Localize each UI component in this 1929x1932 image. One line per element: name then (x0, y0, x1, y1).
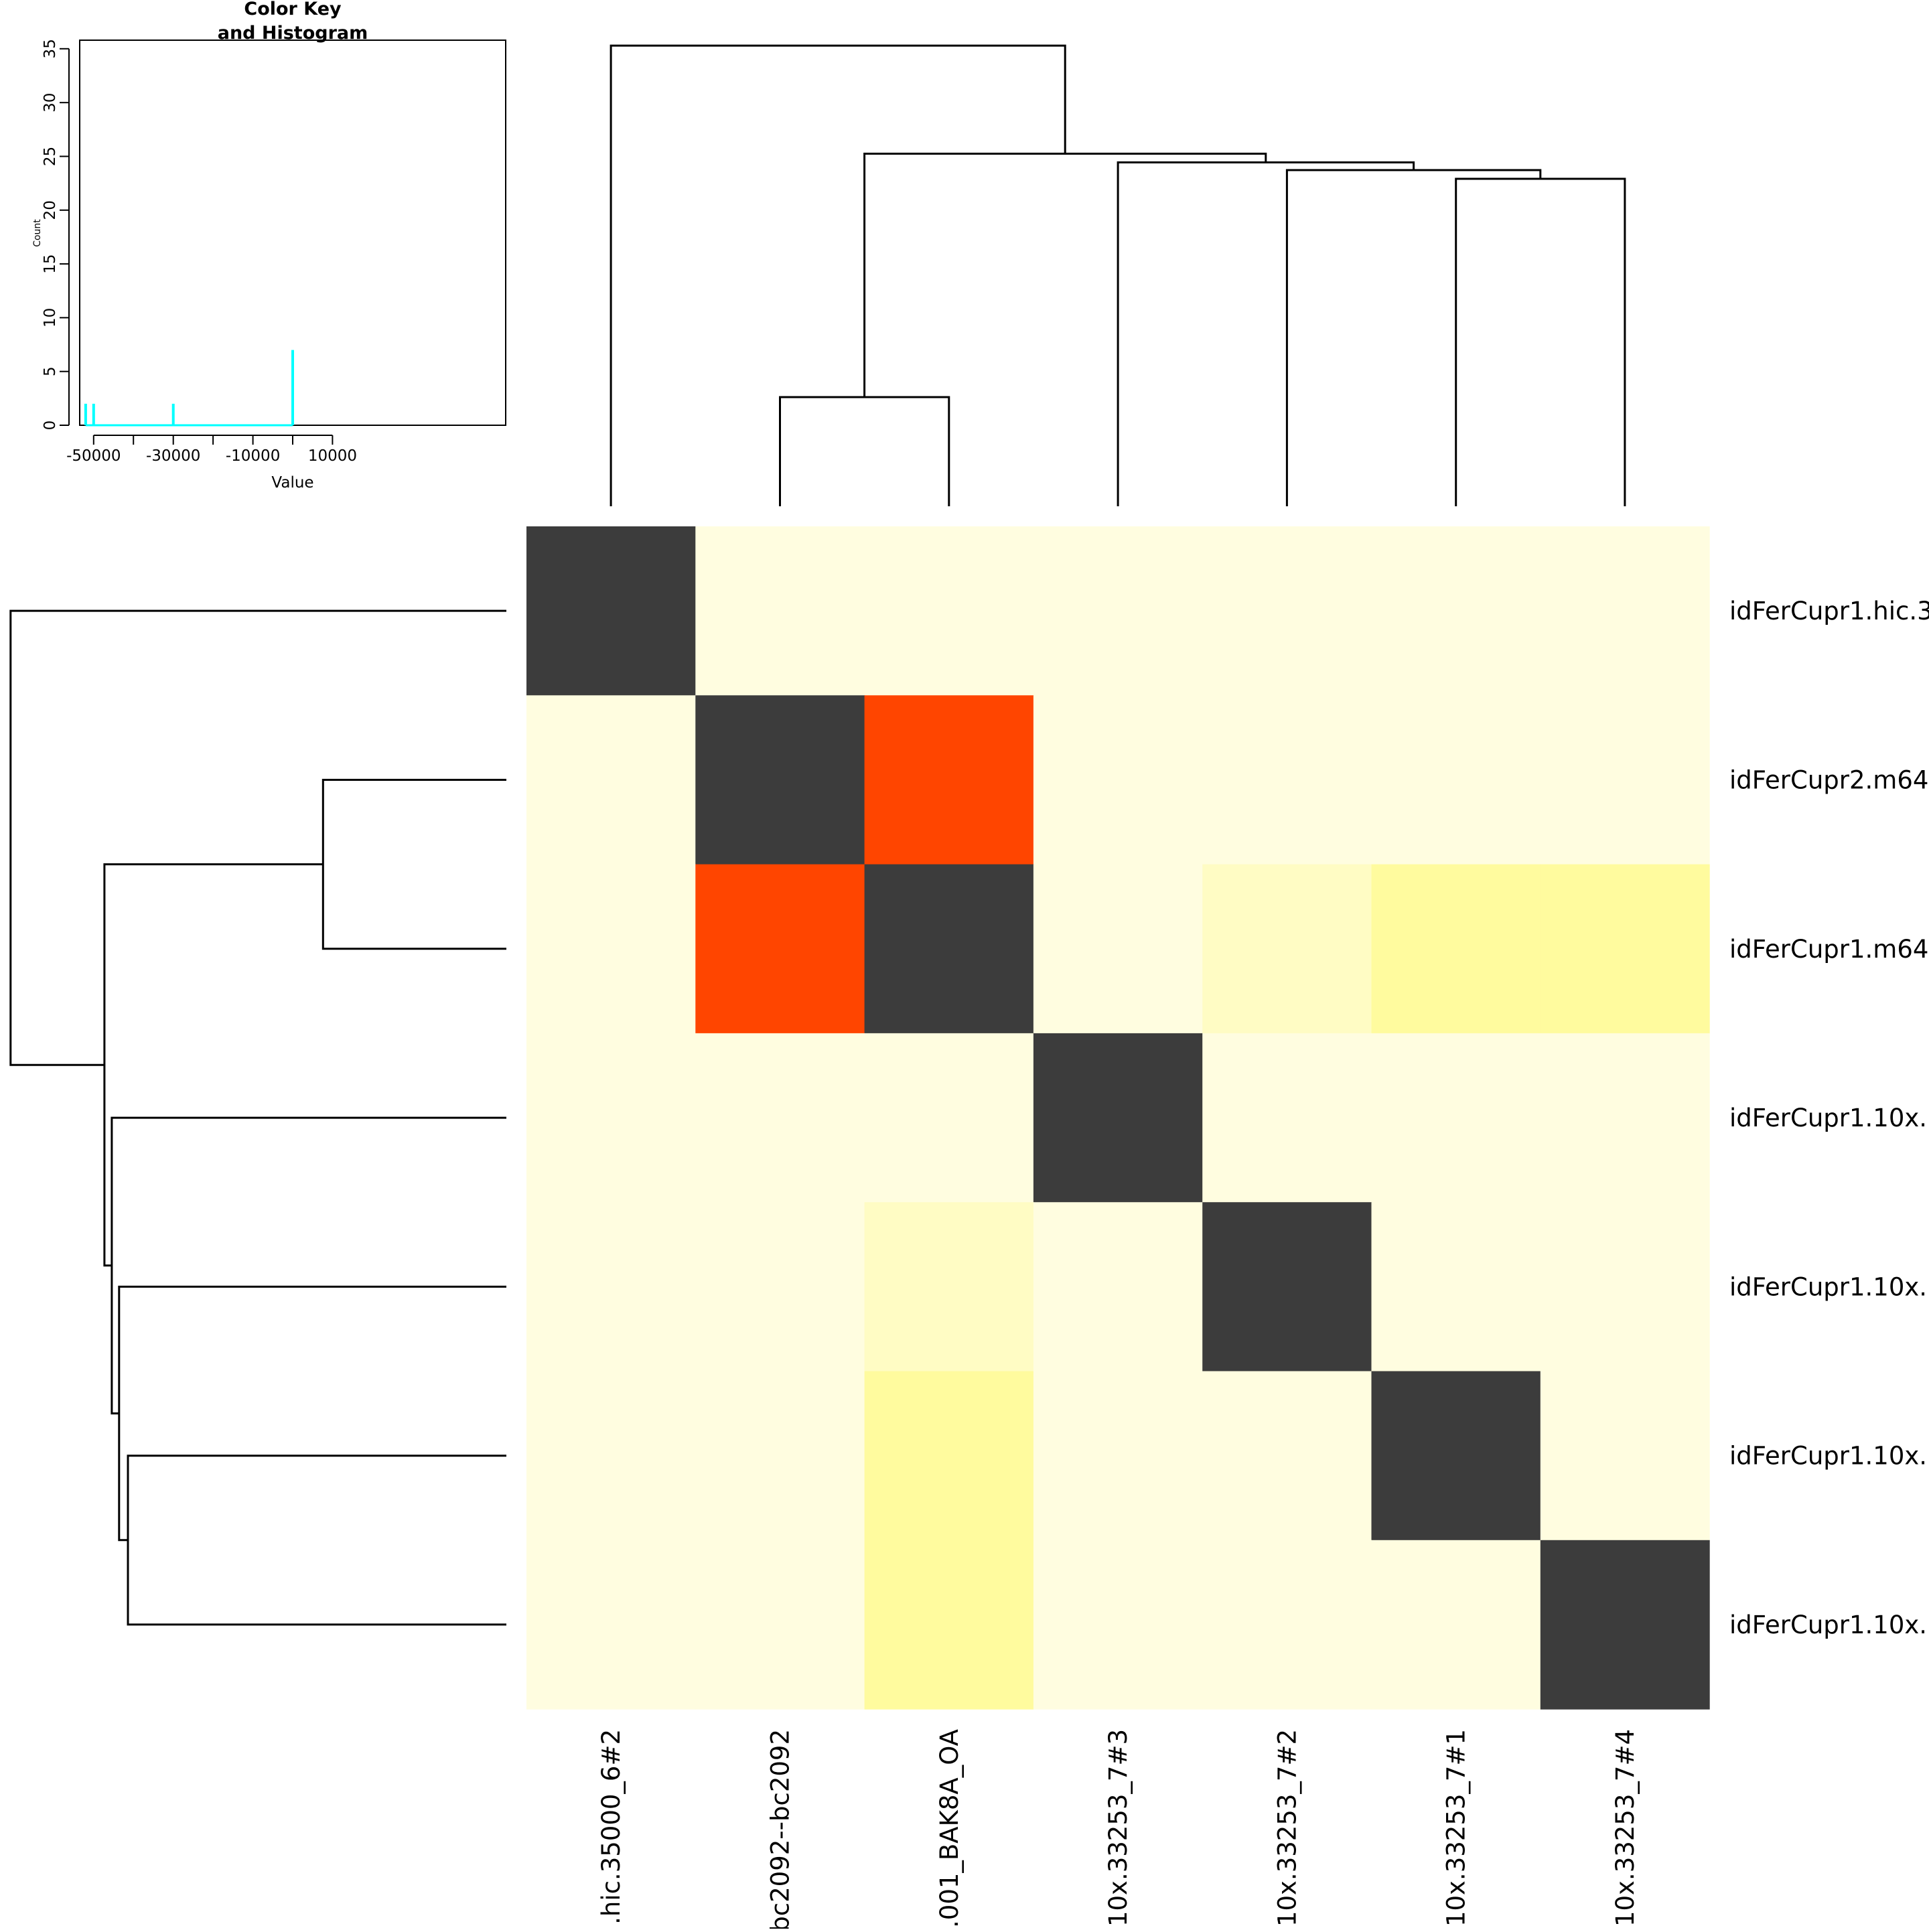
dendrogram-branch (111, 1116, 506, 1415)
color-key-y-tick-label: 5 (42, 366, 59, 376)
heatmap-cell (864, 1202, 1034, 1372)
heatmap-cell (864, 695, 1034, 865)
heatmap-cell (695, 695, 865, 865)
row-labels: idFerCupr1.hic.3 idFerCupr2.m64 idFerCupr1… (1729, 597, 1929, 1639)
dendrogram-branch (863, 153, 1267, 397)
column-label: 10x.33253_7#3 (1104, 1729, 1133, 1927)
heatmap-cell (1202, 864, 1372, 1034)
heatmap-cell (1540, 526, 1710, 696)
heatmap-cell (1371, 526, 1541, 696)
heatmap-cells (526, 526, 1710, 1710)
heatmap-cell (1540, 1371, 1710, 1541)
heatmap-cell (695, 1033, 865, 1203)
color-key-x-tick-label: -50000 (66, 447, 121, 465)
heatmap-cell (1033, 695, 1203, 865)
heatmap-cell (1371, 1033, 1541, 1203)
heatmap-cell (1202, 695, 1372, 865)
heatmap-cell (526, 526, 696, 696)
dendrogram-branch (127, 1455, 506, 1626)
row-dendrogram (9, 609, 506, 1626)
dendrogram-branch (9, 609, 506, 1066)
color-key-y-tick-label: 15 (42, 254, 59, 273)
row-label: idFerCupr1.10x. (1729, 1442, 1927, 1471)
heatmap-cell (526, 1202, 696, 1372)
color-key-y-tick-label: 25 (42, 147, 59, 166)
color-key-histogram: Color Key and Histogram Value Count 0510… (32, 0, 506, 492)
heatmap-cell (1371, 695, 1541, 865)
dendrogram-branch (118, 1285, 506, 1542)
column-label: 10x.33253_7#1 (1442, 1729, 1471, 1927)
heatmap-cell (1033, 1033, 1203, 1203)
heatmap-cell (526, 1371, 696, 1541)
column-label: bc2092--bc2092 (766, 1729, 795, 1929)
heatmap-cell (864, 1540, 1034, 1710)
color-key-y-tick-label: 35 (42, 39, 59, 58)
dendrogram-branch (322, 779, 506, 950)
heatmap-cell (526, 1540, 696, 1710)
heatmap-cell (864, 526, 1034, 696)
dendrogram-branch (1285, 169, 1542, 506)
color-key-y-tick-label: 20 (42, 200, 59, 220)
heatmap-cell (1033, 1540, 1203, 1710)
heatmap-cell (695, 1202, 865, 1372)
row-label: idFerCupr1.10x. (1729, 1272, 1927, 1301)
heatmap-cell (1202, 1540, 1372, 1710)
color-key-xlabel: Value (271, 474, 313, 492)
row-label: idFerCupr1.hic.3 (1729, 597, 1929, 625)
heatmap-cell (526, 695, 696, 865)
heatmap-cell (864, 1033, 1034, 1203)
color-key-x-tick-label: -30000 (146, 447, 200, 465)
heatmap-cell (864, 864, 1034, 1034)
heatmap-cell (1033, 1371, 1203, 1541)
heatmap-cell (1202, 1033, 1372, 1203)
heatmap-cell (1033, 1202, 1203, 1372)
column-dendrogram (610, 44, 1626, 506)
color-key-ylabel: Count (32, 219, 43, 247)
color-key-x-tick-label: -10000 (226, 447, 280, 465)
heatmap-cell (695, 864, 865, 1034)
heatmap-cell (1371, 864, 1541, 1034)
dendrogram-branch (779, 396, 950, 506)
heatmap-cell (695, 1371, 865, 1541)
heatmap-cell (1202, 1371, 1372, 1541)
heatmap-cell (1371, 1371, 1541, 1541)
column-label: .hic.35000_6#2 (597, 1729, 626, 1925)
column-labels: .hic.35000_6#2 bc2092--bc2092 .001_BAK8A_O… (597, 1729, 1640, 1932)
dendrogram-branch (1117, 161, 1415, 506)
heatmap-cell (1371, 1202, 1541, 1372)
dendrogram-branch (1455, 177, 1626, 506)
heatmap-cell (1202, 526, 1372, 696)
heatmap-cell (1540, 864, 1710, 1034)
dendrogram-branch (103, 863, 324, 1267)
dendrogram-branch (610, 44, 1066, 506)
color-key-y-tick-label: 0 (42, 421, 59, 431)
heatmap-cell (1540, 695, 1710, 865)
heatmap-cell (1371, 1540, 1541, 1710)
column-label: .001_BAK8A_OA (935, 1729, 964, 1928)
row-label: idFerCupr1.10x. (1729, 1611, 1927, 1639)
column-label: 10x.33253_7#4 (1611, 1729, 1640, 1927)
heatmap-cell (864, 1371, 1034, 1541)
heatmap-cell (1540, 1033, 1710, 1203)
heatmap-cell (1540, 1540, 1710, 1710)
heatmap-cell (526, 864, 696, 1034)
row-label: idFerCupr1.10x. (1729, 1104, 1927, 1132)
color-key-y-tick-label: 10 (42, 308, 59, 327)
heatmap-cell (1033, 864, 1203, 1034)
heatmap-cell (695, 526, 865, 696)
heatmap-cell (1540, 1202, 1710, 1372)
row-label: idFerCupr1.m64 (1729, 935, 1928, 964)
heatmap-cell (1202, 1202, 1372, 1372)
column-label: 10x.33253_7#2 (1273, 1729, 1301, 1927)
color-key-x-tick-label: 10000 (308, 447, 357, 465)
row-label: idFerCupr2.m64 (1729, 766, 1928, 795)
heatmap-cell (695, 1540, 865, 1710)
heatmap-cell (1033, 526, 1203, 696)
color-key-y-tick-label: 30 (42, 93, 59, 113)
color-key-title: Color Key (244, 0, 342, 19)
heatmap-cell (526, 1033, 696, 1203)
